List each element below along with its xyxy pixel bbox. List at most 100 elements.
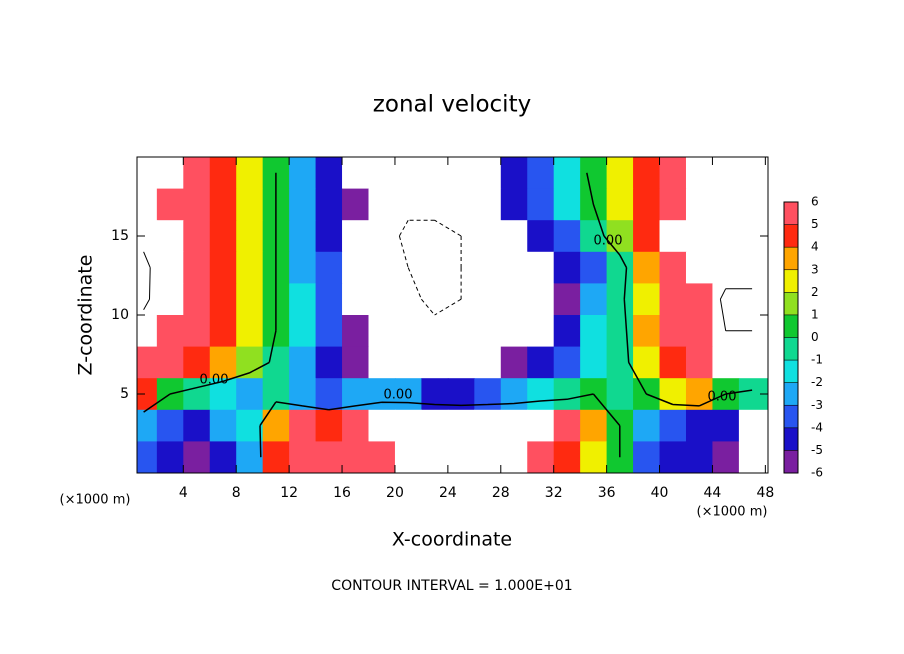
field-cell bbox=[368, 441, 396, 473]
field-cell bbox=[289, 157, 317, 190]
field-cell bbox=[209, 346, 237, 379]
field-cell bbox=[368, 188, 396, 221]
colorbar-tick-label: 3 bbox=[811, 262, 819, 276]
field-cell bbox=[183, 441, 211, 473]
field-cell bbox=[137, 283, 158, 316]
x-tick-label: 40 bbox=[651, 485, 669, 501]
field-cell bbox=[368, 409, 396, 442]
field-cell bbox=[659, 251, 687, 284]
field-cell bbox=[527, 409, 555, 442]
field-cell bbox=[137, 378, 158, 411]
field-cell bbox=[659, 283, 687, 316]
field-cell bbox=[738, 157, 768, 190]
field-cell bbox=[527, 157, 555, 190]
x-tick-label: 28 bbox=[492, 485, 510, 501]
field-cell bbox=[394, 157, 422, 190]
field-cell bbox=[289, 315, 317, 348]
field-cell bbox=[368, 378, 396, 411]
field-cell bbox=[712, 409, 740, 442]
contour-line bbox=[143, 251, 753, 332]
field-cell bbox=[447, 315, 475, 348]
field-cell bbox=[289, 220, 317, 253]
field-cell bbox=[137, 188, 158, 221]
colorbar-swatch bbox=[784, 360, 798, 383]
field-cell bbox=[315, 441, 343, 473]
field-cell bbox=[394, 315, 422, 348]
y-tick-label: 10 bbox=[111, 307, 129, 323]
x-tick-label: 12 bbox=[280, 485, 298, 501]
field-cell bbox=[500, 188, 528, 221]
field-cell bbox=[527, 188, 555, 221]
field-cell bbox=[289, 188, 317, 221]
field-cell bbox=[500, 315, 528, 348]
field-cell bbox=[527, 251, 555, 284]
field-cell bbox=[580, 157, 608, 190]
field-cell bbox=[368, 157, 396, 190]
field-cell bbox=[315, 346, 343, 379]
field-cell bbox=[315, 378, 343, 411]
field-cell bbox=[236, 378, 264, 411]
colorbar-tick-label: -2 bbox=[811, 375, 823, 389]
field-cell bbox=[289, 441, 317, 473]
field-cell bbox=[553, 378, 581, 411]
field-cell bbox=[183, 157, 211, 190]
field-cell bbox=[685, 283, 713, 316]
field-cell bbox=[137, 346, 158, 379]
colorbar-tick-label: 2 bbox=[811, 285, 819, 299]
field-cell bbox=[315, 409, 343, 442]
field-cell bbox=[289, 346, 317, 379]
field-cell bbox=[606, 251, 634, 284]
contour-line bbox=[143, 172, 753, 458]
field-cell bbox=[421, 441, 449, 473]
field-cell bbox=[659, 346, 687, 379]
field-cell bbox=[712, 346, 740, 379]
field-cell bbox=[685, 441, 713, 473]
field-cell bbox=[447, 283, 475, 316]
x-tick-label: 20 bbox=[386, 485, 404, 501]
field-cell bbox=[183, 346, 211, 379]
field-cell bbox=[633, 220, 661, 253]
field-cell bbox=[712, 188, 740, 221]
field-cell bbox=[262, 441, 290, 473]
field-cell bbox=[474, 188, 502, 221]
field-cell bbox=[500, 283, 528, 316]
field-cell bbox=[685, 188, 713, 221]
field-cell bbox=[659, 157, 687, 190]
field-cell bbox=[738, 251, 768, 284]
field-cell bbox=[580, 251, 608, 284]
field-cell bbox=[580, 220, 608, 253]
field-cell bbox=[394, 346, 422, 379]
colorbar-tick-label: 5 bbox=[811, 217, 819, 231]
field-cell bbox=[236, 409, 264, 442]
field-cell bbox=[342, 409, 369, 442]
field-cell bbox=[342, 188, 369, 221]
field-cell bbox=[183, 283, 211, 316]
colorbar-swatch bbox=[784, 337, 798, 361]
field-cell bbox=[262, 378, 290, 411]
x-tick-label: 48 bbox=[756, 485, 774, 501]
field-cell bbox=[315, 283, 343, 316]
field-cell bbox=[289, 409, 317, 442]
field-cell bbox=[421, 220, 449, 253]
field-cell bbox=[447, 441, 475, 473]
x-tick-label: 4 bbox=[179, 485, 188, 501]
field-cell bbox=[183, 220, 211, 253]
field-cell bbox=[342, 251, 369, 284]
field-cell bbox=[315, 220, 343, 253]
field-cell bbox=[606, 283, 634, 316]
field-cell bbox=[368, 251, 396, 284]
field-cell bbox=[421, 188, 449, 221]
field-cell bbox=[156, 346, 184, 379]
field-cell bbox=[156, 157, 184, 190]
field-cell bbox=[685, 220, 713, 253]
colorbar-tick-label: -1 bbox=[811, 353, 823, 367]
field-cell bbox=[712, 251, 740, 284]
colorbar-swatch bbox=[784, 292, 798, 315]
field-cell bbox=[421, 409, 449, 442]
field-cell bbox=[606, 315, 634, 348]
field-cell bbox=[342, 441, 369, 473]
x-unit-label: (×1000 m) bbox=[697, 505, 768, 520]
colorbar-tick-label: -5 bbox=[811, 443, 823, 457]
field-cell bbox=[659, 315, 687, 348]
